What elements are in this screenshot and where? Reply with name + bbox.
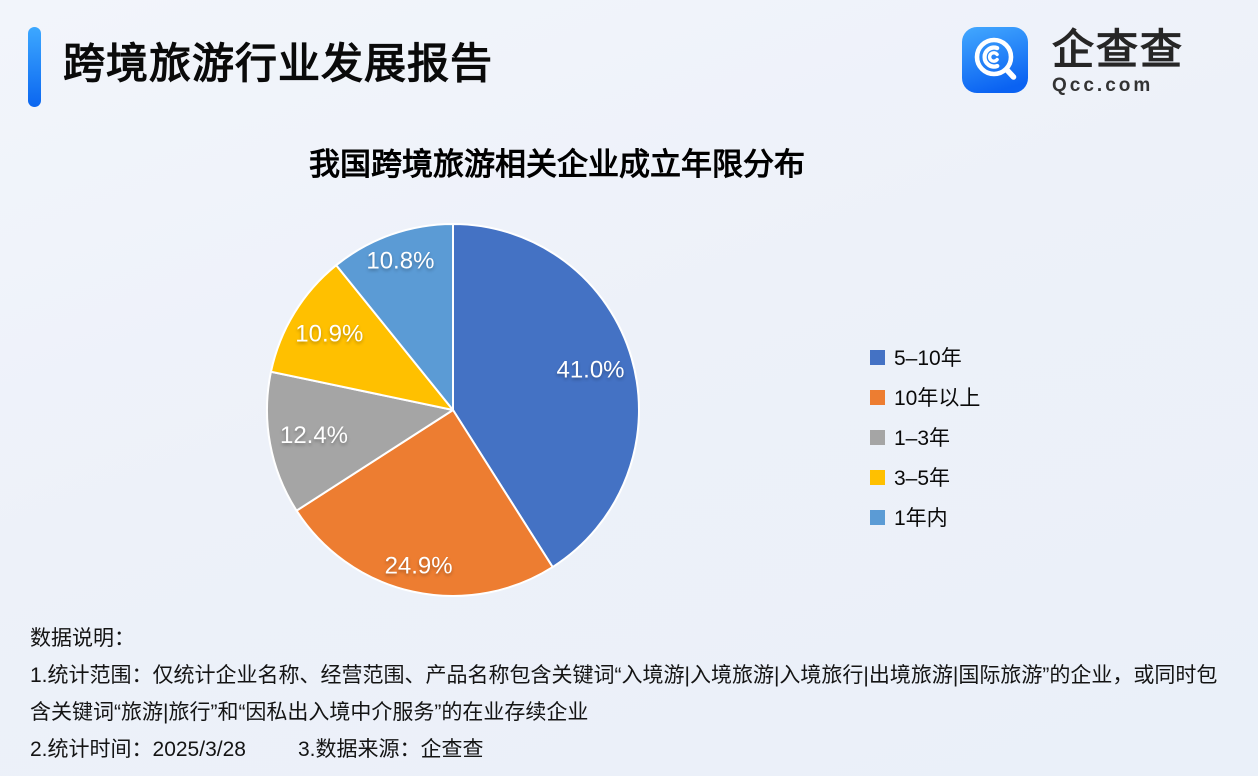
legend-swatch-icon — [870, 469, 885, 485]
pie-slice-5 — [335, 223, 454, 411]
brand-text: 企查查 Qcc.com — [1052, 25, 1185, 97]
pie-slice-2 — [295, 409, 554, 597]
note-stat-time: 2.统计时间：2025/3/28 — [30, 738, 246, 761]
chart-title: 我国跨境旅游相关企业成立年限分布 — [309, 147, 805, 182]
data-notes: 数据说明： 1.统计范围：仅统计企业名称、经营范围、产品名称包含关键词“入境游|… — [30, 620, 1236, 768]
brand-domain: Qcc.com — [1052, 75, 1154, 97]
legend-item: 3–5年 — [870, 465, 980, 490]
notes-heading: 数据说明： — [30, 627, 135, 650]
legend-label: 10年以上 — [894, 387, 981, 410]
pie-slice-label: 10.9% — [295, 321, 363, 348]
pie-slice-4 — [269, 264, 454, 411]
legend-item: 10年以上 — [870, 385, 981, 410]
legend-item: 1年内 — [870, 505, 980, 530]
pie-slice-label: 10.8% — [366, 247, 434, 274]
legend-swatch-icon — [870, 389, 885, 405]
pie-slice-label: 12.4% — [280, 422, 348, 449]
legend-swatch-icon — [870, 349, 885, 365]
legend-item: 5–10年 — [870, 345, 980, 370]
chart-legend: 5–10年 10年以上 1–3年 3–5年 1年内 — [870, 345, 980, 545]
qcc-magnifier-icon — [962, 27, 1028, 98]
qcc-brand-logo: 企查查 Qcc.com — [962, 27, 1184, 98]
pie-slice-1 — [452, 223, 640, 569]
pie-slice-label: 24.9% — [385, 553, 453, 580]
page-title: 跨境旅游行业发展报告 — [63, 40, 494, 87]
legend-swatch-icon — [870, 429, 885, 445]
legend-swatch-icon — [870, 509, 885, 525]
title-accent-bar — [28, 27, 41, 107]
note-scope: 1.统计范围：仅统计企业名称、经营范围、产品名称包含关键词“入境游|入境旅游|入… — [30, 664, 1218, 724]
pie-slice-3 — [266, 370, 454, 512]
pie-chart-svg: 41.0% 24.9% 12.4% 10.9% 10.8% — [266, 223, 640, 597]
pie-chart: 41.0% 24.9% 12.4% 10.9% 10.8% — [253, 210, 653, 610]
note-meta-line: 2.统计时间：2025/3/28 3.数据来源：企查查 — [30, 731, 1236, 768]
legend-label: 5–10年 — [894, 347, 962, 370]
legend-label: 1–3年 — [894, 427, 951, 450]
pie-slice-label: 41.0% — [556, 357, 624, 384]
brand-name: 企查查 — [1052, 25, 1185, 73]
legend-label: 3–5年 — [894, 467, 951, 490]
note-data-source: 3.数据来源：企查查 — [297, 738, 484, 761]
legend-item: 1–3年 — [870, 425, 980, 450]
legend-label: 1年内 — [894, 507, 948, 530]
